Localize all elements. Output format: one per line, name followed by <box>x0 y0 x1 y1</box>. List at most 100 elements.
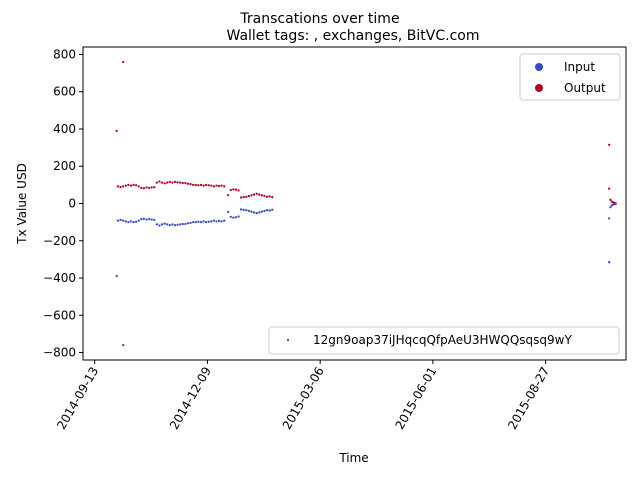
point-output <box>137 185 140 188</box>
point-output <box>229 188 232 192</box>
point-input <box>258 211 261 214</box>
point-input <box>150 218 153 221</box>
y-axis-label: Tx Value USD <box>15 163 29 245</box>
point-input <box>134 220 138 223</box>
wallet-legend-label: 12gn9oap37iJHqcqQfpAeU3HWQQsqsq9wY <box>313 333 572 347</box>
point-output <box>245 195 248 198</box>
point-input <box>171 223 174 226</box>
y-tick-label: −600 <box>43 308 76 322</box>
point-input <box>124 220 127 223</box>
point-output <box>215 184 218 187</box>
point-output <box>150 186 153 189</box>
point-input <box>245 209 248 212</box>
point-output <box>134 184 138 187</box>
point-input <box>194 220 197 224</box>
point-output <box>160 181 164 184</box>
point-output <box>227 193 230 197</box>
point-input <box>263 209 266 213</box>
point-input <box>271 208 274 211</box>
point-input <box>153 218 156 222</box>
point-output <box>145 186 148 189</box>
x-tick-label: 2015-06-01 <box>393 365 440 432</box>
point-input <box>181 222 184 226</box>
point-input <box>122 343 125 347</box>
point-input <box>129 220 133 223</box>
point-input <box>176 223 179 226</box>
legend-marker-output <box>535 84 543 92</box>
y-tick-label: −200 <box>43 234 76 248</box>
point-output <box>179 181 182 184</box>
point-input <box>608 261 611 264</box>
y-tick-label: −400 <box>43 271 76 285</box>
point-output <box>247 194 251 198</box>
point-input <box>609 206 612 209</box>
legend-box <box>519 53 621 101</box>
x-axis-ticks: 2014-09-13 2014-12-09 2015-03-06 2015-06-01… <box>54 360 552 432</box>
point-output <box>171 181 174 184</box>
point-output <box>237 189 240 192</box>
point-output <box>140 186 143 190</box>
wallet-legend-marker <box>286 338 290 342</box>
point-output <box>116 185 120 188</box>
x-tick-label: 2015-03-06 <box>280 365 327 432</box>
point-input <box>255 212 258 215</box>
point-input <box>229 215 232 219</box>
point-input <box>155 223 159 226</box>
point-output <box>239 196 243 199</box>
point-input <box>137 219 140 222</box>
point-input <box>147 218 151 221</box>
point-output <box>122 60 125 64</box>
point-output <box>115 129 118 132</box>
point-input <box>192 220 195 224</box>
chart-suptitle: Transcations over time <box>239 11 399 27</box>
point-output <box>204 183 208 187</box>
point-output <box>119 185 122 189</box>
point-input <box>232 216 235 219</box>
point-input <box>163 222 166 225</box>
point-input <box>242 208 245 211</box>
point-output <box>163 182 166 185</box>
point-output <box>202 184 205 187</box>
point-input <box>189 221 192 225</box>
point-input <box>265 209 269 212</box>
point-output <box>186 182 190 185</box>
legend-label-output: Output <box>564 81 606 95</box>
point-output <box>250 194 253 197</box>
point-output <box>252 193 256 196</box>
wallet-legend-box <box>268 326 620 355</box>
x-tick-label: 2014-09-13 <box>54 365 101 432</box>
point-input <box>247 209 251 213</box>
point-output <box>153 185 156 189</box>
point-input <box>223 219 226 222</box>
point-output <box>265 195 269 198</box>
point-input <box>197 220 200 223</box>
point-output <box>124 184 127 187</box>
point-input <box>186 222 190 225</box>
point-input <box>116 219 120 222</box>
point-output <box>127 183 130 187</box>
point-input <box>220 220 223 223</box>
x-tick-label: 2014-12-09 <box>167 365 214 432</box>
point-input <box>184 222 187 226</box>
point-input <box>239 208 243 211</box>
point-output <box>142 187 146 190</box>
point-output <box>158 180 161 183</box>
y-tick-label: 400 <box>53 122 76 136</box>
point-output <box>263 194 266 198</box>
x-tick-label: 2015-08-27 <box>505 365 552 432</box>
point-input <box>217 219 221 223</box>
y-tick-label: 800 <box>53 47 76 61</box>
point-output <box>176 181 179 184</box>
point-output <box>217 184 221 188</box>
legend-marker-input <box>535 63 543 71</box>
y-tick-label: 0 <box>68 197 76 211</box>
point-output <box>197 184 200 187</box>
point-output <box>232 188 235 191</box>
point-input <box>119 218 122 222</box>
point-output <box>122 185 125 188</box>
point-input <box>252 211 256 214</box>
point-input <box>166 223 169 226</box>
points-layer <box>115 60 617 347</box>
point-input <box>179 223 182 226</box>
